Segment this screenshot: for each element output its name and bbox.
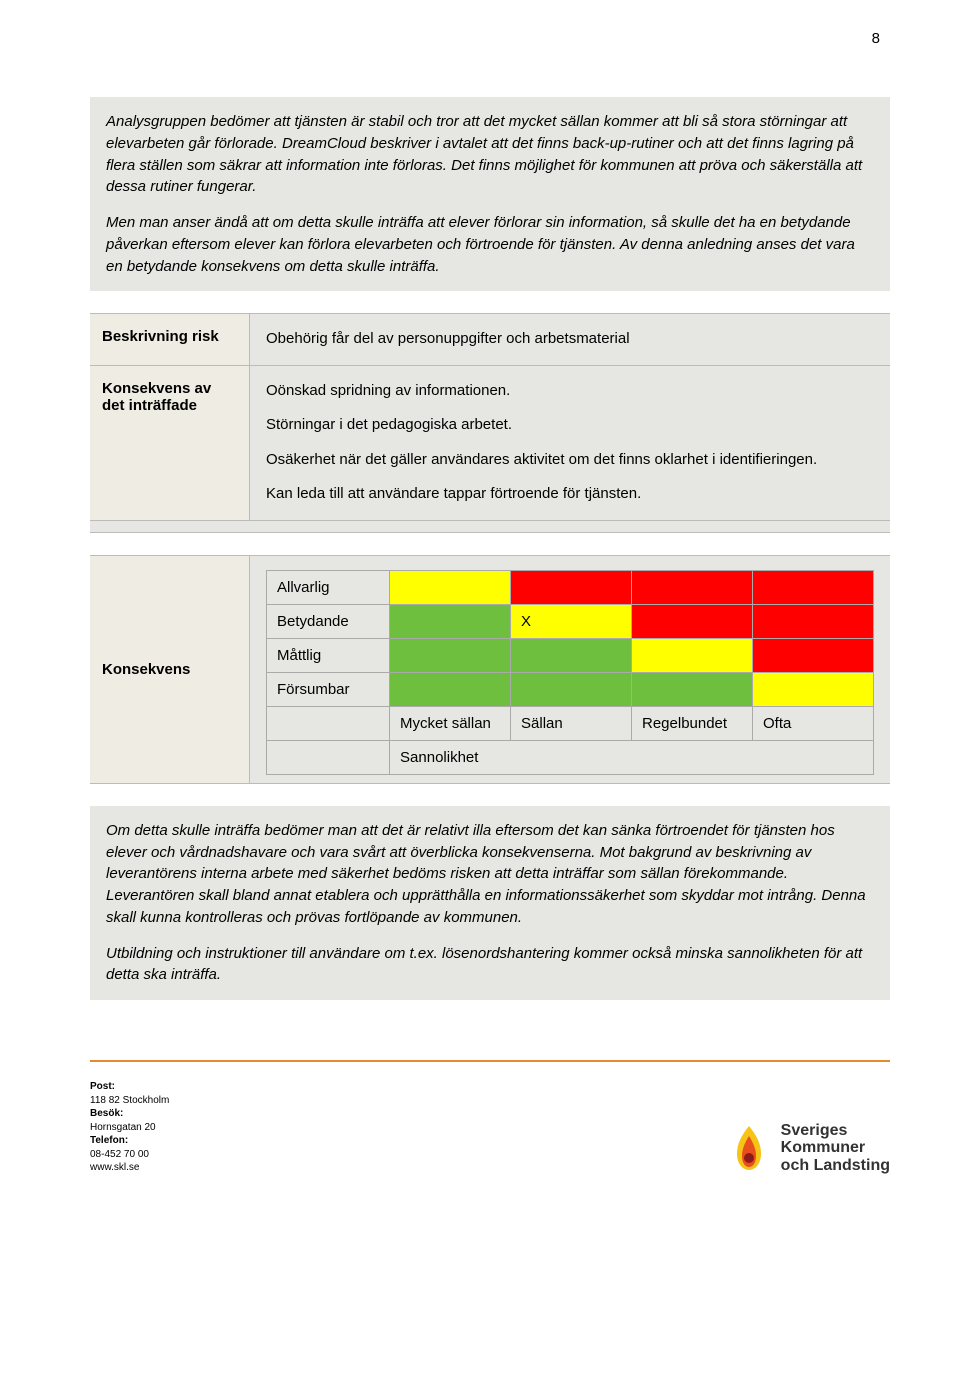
matrix-cell xyxy=(752,570,873,604)
matrix-cell xyxy=(632,672,753,706)
conclusion-block: Om detta skulle inträffa bedömer man att… xyxy=(90,806,890,1000)
matrix-row-label: Allvarlig xyxy=(267,570,390,604)
intro-p1: Analysgruppen bedömer att tjänsten är st… xyxy=(106,111,874,198)
page-number: 8 xyxy=(90,30,890,47)
matrix-cell xyxy=(511,570,632,604)
footer-logo-text: Sveriges Kommuner och Landsting xyxy=(781,1122,890,1175)
matrix-cell: X xyxy=(511,604,632,638)
conclusion-p1: Om detta skulle inträffa bedömer man att… xyxy=(106,820,874,929)
matrix-cell xyxy=(511,638,632,672)
intro-p2: Men man anser ändå att om detta skulle i… xyxy=(106,212,874,277)
matrix-prob-label: Sannolikhet xyxy=(390,740,874,774)
matrix-cell xyxy=(632,638,753,672)
matrix-cell xyxy=(390,638,511,672)
page-footer: Post: 118 82 Stockholm Besök: Hornsgatan… xyxy=(0,1062,960,1199)
matrix-cell xyxy=(752,604,873,638)
matrix-cell xyxy=(632,570,753,604)
risk-row2-p2: Störningar i det pedagogiska arbetet. xyxy=(266,414,874,437)
matrix-col-label: Ofta xyxy=(752,706,873,740)
risk-matrix: Konsekvens AllvarligBetydande X MåttligFör… xyxy=(90,555,890,784)
matrix-row-label: Betydande xyxy=(267,604,390,638)
risk-row2-p1: Oönskad spridning av informationen. xyxy=(266,380,874,403)
matrix-row-label: Måttlig xyxy=(267,638,390,672)
footer-logo: Sveriges Kommuner och Landsting xyxy=(727,1122,890,1175)
risk-row2-label: Konsekvens av det inträffade xyxy=(90,366,250,520)
matrix-cell xyxy=(752,672,873,706)
flame-icon xyxy=(727,1122,771,1174)
matrix-cell xyxy=(511,672,632,706)
matrix-cell xyxy=(390,604,511,638)
risk-row2-p4: Kan leda till att användare tappar förtr… xyxy=(266,483,874,506)
intro-block: Analysgruppen bedömer att tjänsten är st… xyxy=(90,97,890,291)
matrix-col-label: Sällan xyxy=(511,706,632,740)
risk-row1-label: Beskrivning risk xyxy=(90,314,250,365)
matrix-col-label: Regelbundet xyxy=(632,706,753,740)
matrix-col-label: Mycket sällan xyxy=(390,706,511,740)
risk-row1-content: Obehörig får del av personuppgifter och … xyxy=(250,314,890,365)
risk-row2-content: Oönskad spridning av informationen. Stör… xyxy=(250,366,890,520)
matrix-cell xyxy=(390,672,511,706)
footer-address: Post: 118 82 Stockholm Besök: Hornsgatan… xyxy=(90,1080,169,1175)
matrix-cell xyxy=(390,570,511,604)
matrix-row-label: Försumbar xyxy=(267,672,390,706)
risk-description-table: Beskrivning risk Obehörig får del av per… xyxy=(90,313,890,533)
matrix-side-label: Konsekvens xyxy=(90,556,250,783)
matrix-cell xyxy=(632,604,753,638)
risk-row2-p3: Osäkerhet när det gäller användares akti… xyxy=(266,449,874,472)
matrix-cell xyxy=(752,638,873,672)
conclusion-p2: Utbildning och instruktioner till använd… xyxy=(106,943,874,987)
